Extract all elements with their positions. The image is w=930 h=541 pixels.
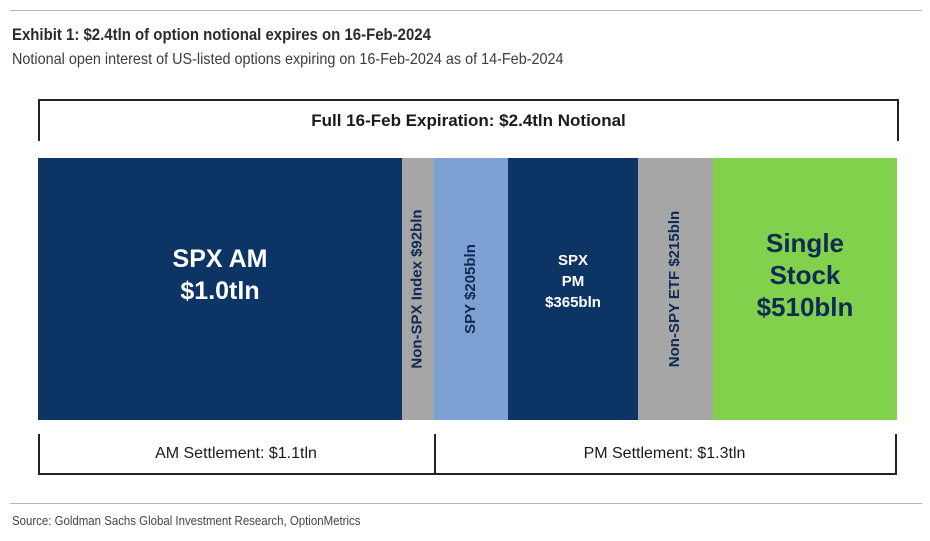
segment-spy: SPY $205bln [434, 158, 508, 420]
segment-label-line: $1.0tln [180, 277, 260, 305]
segment-label-line: Stock [769, 260, 841, 290]
segment-label: SPX PM $365bln [545, 250, 601, 313]
segment-label: SPY $205bln [462, 244, 480, 334]
segment-non-spy-etf: Non-SPY ETF $215bln [638, 158, 713, 420]
am-settlement-label: AM Settlement: $1.1tln [155, 445, 317, 462]
segment-single-stock: Single Stock $510bln [713, 158, 897, 420]
segment-spx-pm: SPX PM $365bln [508, 158, 638, 420]
pm-settlement-bracket [432, 434, 897, 475]
bottom-rule [10, 503, 922, 504]
pm-settlement-label: PM Settlement: $1.3tln [583, 445, 746, 462]
chart-subtitle: Notional open interest of US-listed opti… [12, 51, 564, 68]
segment-label-line: SPX AM [172, 245, 268, 273]
top-rule [10, 10, 922, 11]
segment-label-line: Non-SPX Index $92bln [409, 209, 427, 369]
total-bracket [38, 99, 899, 141]
chart-title: Exhibit 1: $2.4tln of option notional ex… [12, 25, 431, 44]
segment-label-line: Non-SPY ETF $215bln [666, 210, 684, 368]
segment-label-line: SPX [557, 251, 588, 269]
source-note: Source: Goldman Sachs Global Investment … [12, 513, 361, 528]
segment-label: Non-SPX Index $92bln [409, 209, 427, 368]
segment-spx-am: SPX AM $1.0tln [38, 158, 402, 420]
segment-label-line: $365bln [545, 293, 601, 311]
segment-label: Non-SPY ETF $215bln [667, 211, 685, 367]
segment-label-line: PM [561, 272, 585, 290]
segment-non-spx-index: Non-SPX Index $92bln [402, 158, 434, 420]
am-settlement-bracket [38, 434, 436, 475]
total-label: Full 16-Feb Expiration: $2.4tln Notional [311, 111, 626, 130]
segment-label-line: Single [765, 228, 844, 258]
segment-label-line: $510bln [756, 292, 854, 322]
segment-label-line: SPY $205bln [462, 244, 479, 334]
segment-label: Single Stock $510bln [757, 227, 854, 323]
segment-label: SPX AM $1.0tln [173, 243, 268, 307]
